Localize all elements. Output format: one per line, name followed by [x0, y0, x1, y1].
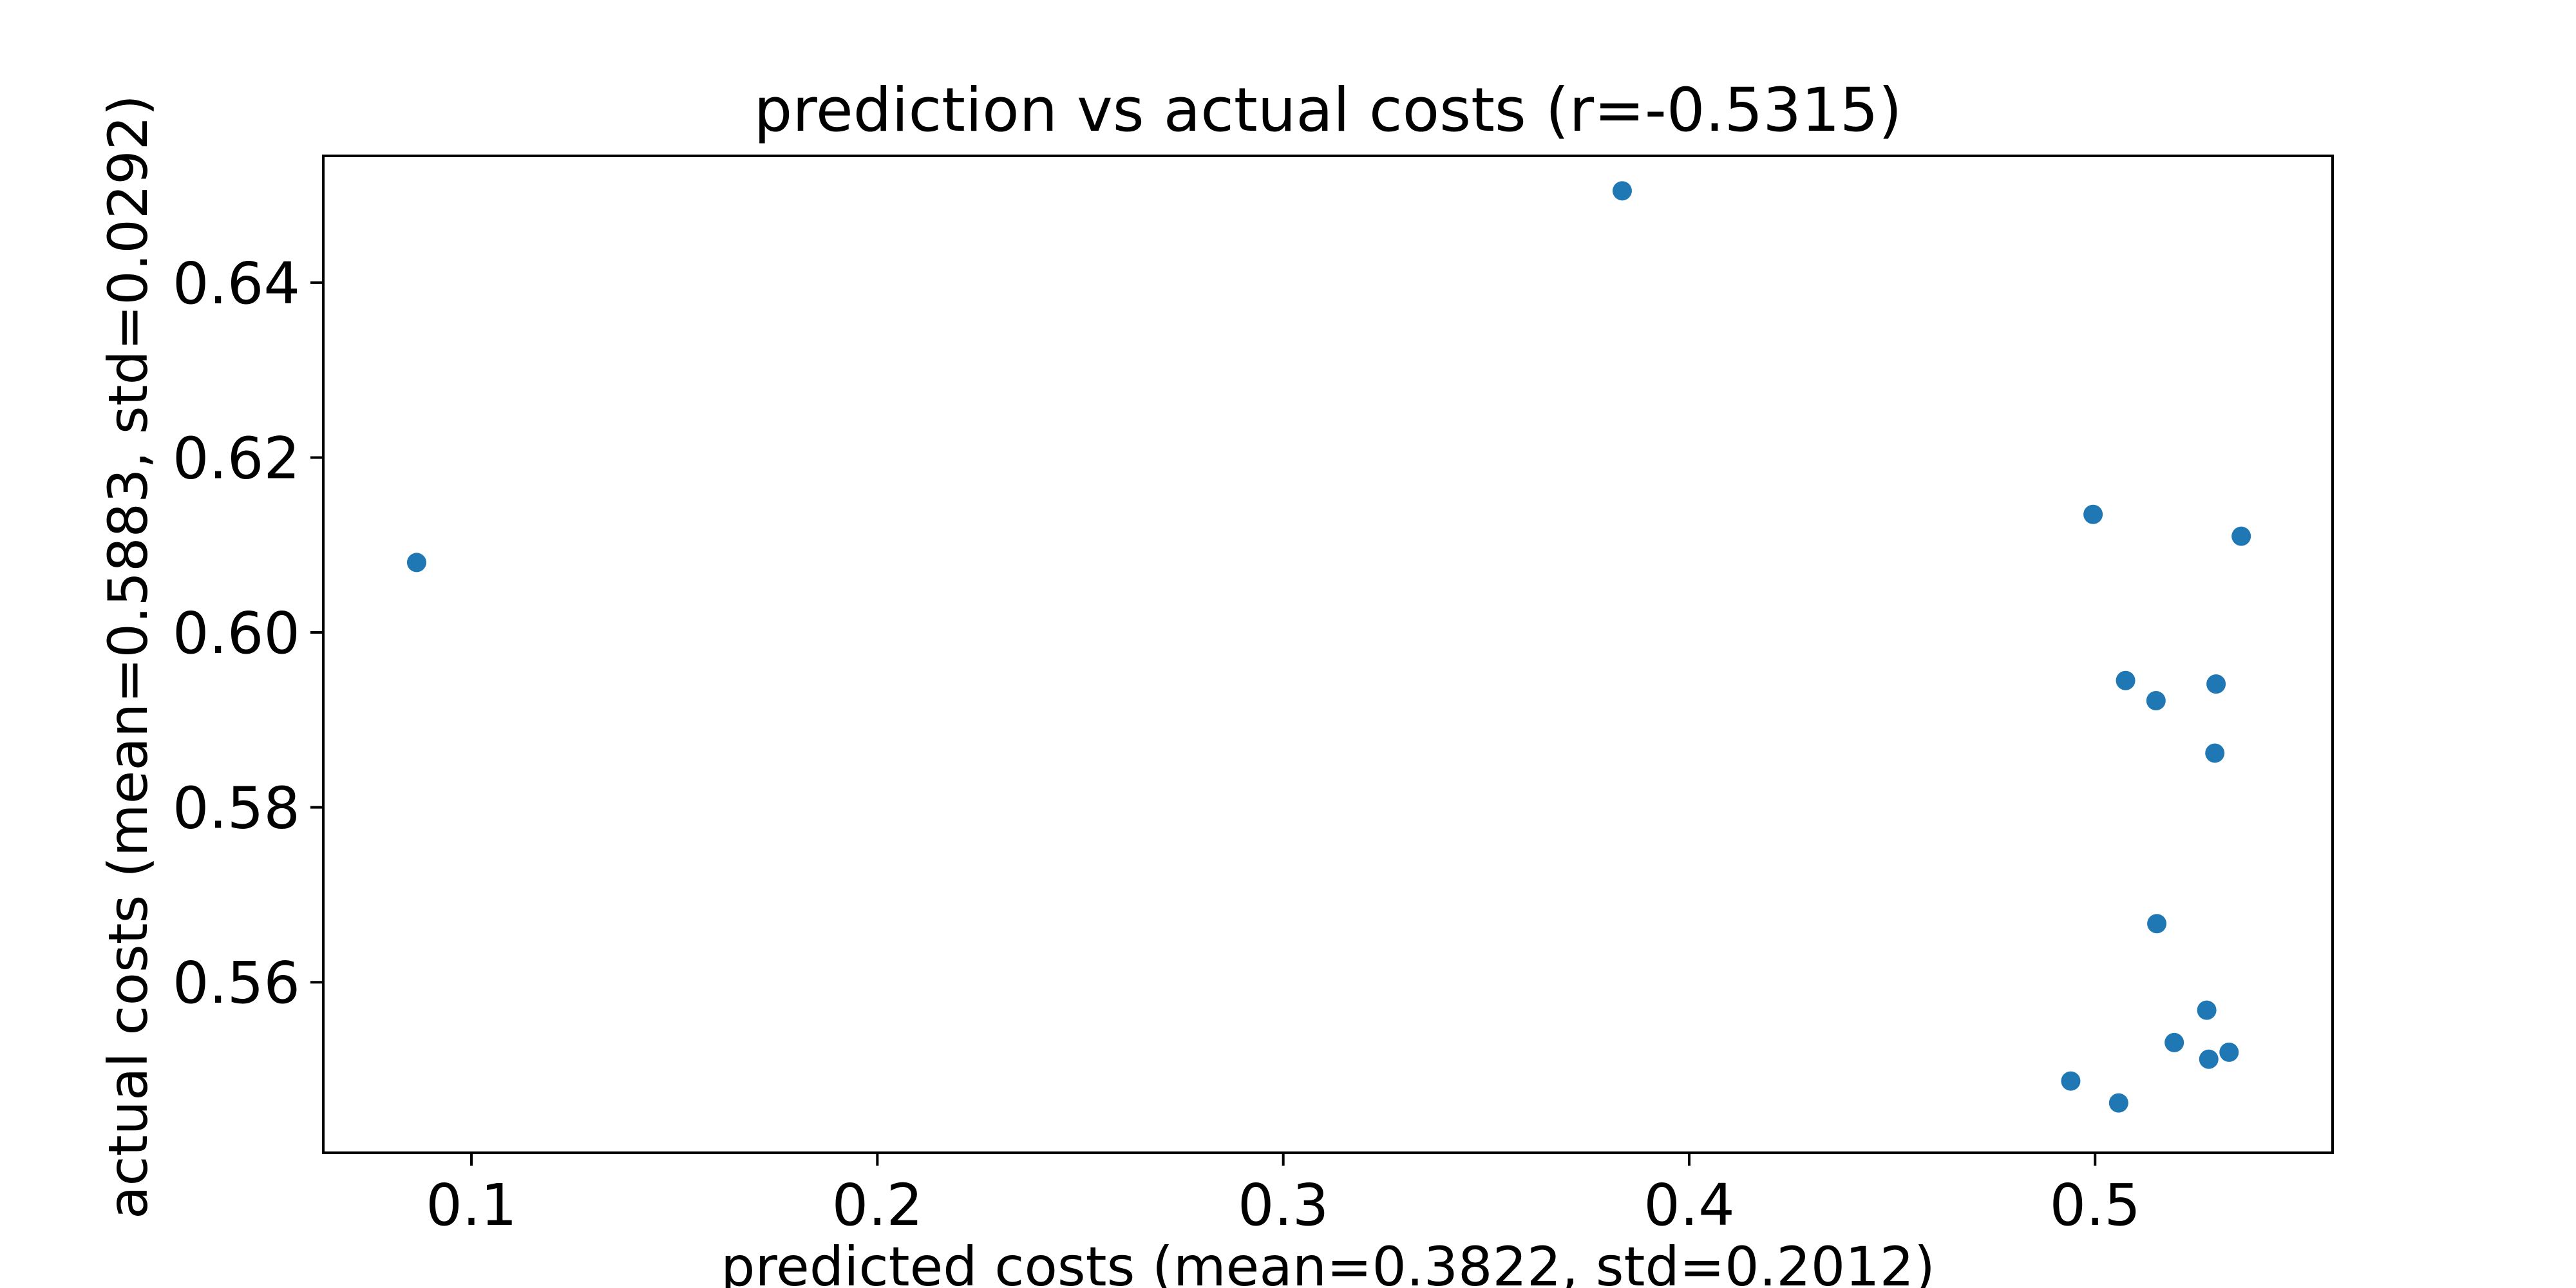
data-point	[2199, 1049, 2219, 1069]
y-tick-label: 0.64	[173, 250, 300, 317]
data-point	[2205, 743, 2225, 763]
data-point	[2206, 674, 2226, 694]
data-point	[2231, 526, 2251, 546]
data-point	[2147, 914, 2167, 934]
x-tick-label: 0.2	[832, 1171, 923, 1238]
data-point	[2108, 1093, 2128, 1113]
y-tick-label: 0.56	[173, 949, 300, 1016]
y-axis-ticks: 0.56 0.58 0.60 0.62 0.64	[173, 250, 323, 1016]
y-tick-label: 0.62	[173, 424, 300, 491]
data-point	[2146, 690, 2166, 710]
chart-title: prediction vs actual costs (r=-0.5315)	[754, 75, 1902, 146]
x-tick-label: 0.5	[2049, 1171, 2141, 1238]
x-tick-label: 0.1	[426, 1171, 517, 1238]
y-tick-label: 0.60	[173, 600, 300, 667]
data-point	[406, 553, 426, 573]
data-point	[2116, 670, 2136, 690]
x-axis-label: predicted costs (mean=0.3822, std=0.2012…	[721, 1235, 1935, 1288]
data-point	[2219, 1042, 2239, 1062]
y-axis-label: actual costs (mean=0.5883, std=0.0292)	[97, 95, 160, 1219]
x-tick-label: 0.3	[1238, 1171, 1329, 1238]
scatter-points	[406, 181, 2251, 1113]
data-point	[1612, 181, 1632, 201]
plot-area-frame	[322, 155, 2334, 1154]
data-point	[2083, 504, 2103, 524]
y-tick-label: 0.58	[173, 775, 300, 842]
data-point	[2164, 1032, 2184, 1052]
data-point	[2061, 1071, 2081, 1091]
x-tick-label: 0.4	[1643, 1171, 1735, 1238]
x-axis-ticks: 0.1 0.2 0.3 0.4 0.5	[426, 1153, 2141, 1238]
data-point	[2197, 1000, 2217, 1020]
